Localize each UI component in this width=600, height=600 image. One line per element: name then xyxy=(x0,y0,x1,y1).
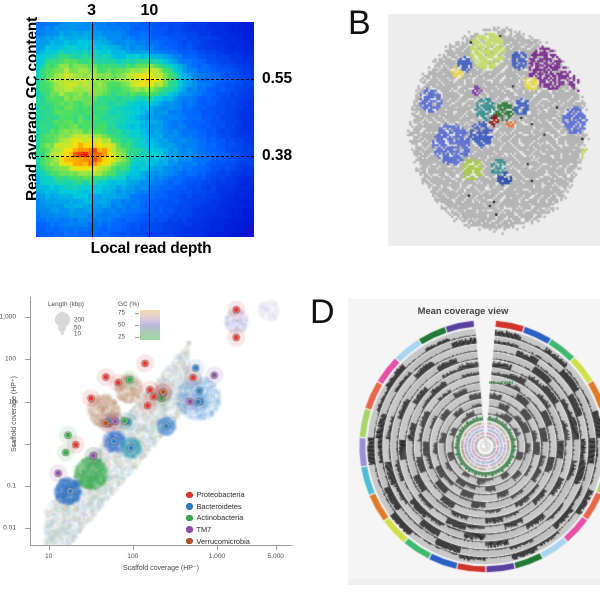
panel-d-letter: D xyxy=(310,293,335,331)
taxon-color-dot xyxy=(186,537,193,545)
panel-c-y-tick xyxy=(25,401,30,403)
panel-c-x-tick xyxy=(48,545,50,550)
panel-c-y-tick xyxy=(25,443,30,445)
taxon-color-dot xyxy=(186,526,193,533)
panel-a-x-axis-label: Local read depth xyxy=(90,240,212,257)
panel-c-y-tick-label: 1 xyxy=(12,440,16,448)
panel-c-size-legend: Length (kbp) 200 50 10 xyxy=(48,301,128,340)
panel-c-y-tick-label: 100 xyxy=(4,355,16,363)
panel-b-cluster-canvas xyxy=(388,14,600,246)
panel-a-vline-label-3: 3 xyxy=(87,2,97,19)
size-legend-bubble xyxy=(60,332,64,335)
panel-c-x-tick-label: 1,000 xyxy=(208,553,226,560)
taxon-legend-item: Bacteroidetes xyxy=(186,501,250,513)
gc-legend-tick xyxy=(135,337,139,338)
panel-c-y-tick-label: 1,000 xyxy=(0,313,16,321)
panel-a-plot-area xyxy=(36,22,254,237)
taxon-legend-item: Actinobacteria xyxy=(186,512,250,524)
panel-c-x-tick-label: 5,000 xyxy=(267,553,284,560)
taxon-legend-item: TM7 xyxy=(186,524,250,536)
gc-legend-tick xyxy=(135,325,139,326)
gc-legend-tick-label: 75 xyxy=(118,309,125,317)
taxon-name: Proteobacteria xyxy=(196,490,245,500)
taxon-legend-item: Proteobacteria xyxy=(186,489,250,501)
gc-legend-title: GC (%) xyxy=(118,301,140,308)
taxon-name: Bacteroidetes xyxy=(196,501,242,511)
panel-c-x-tick xyxy=(132,545,134,550)
panel-c-x-tick xyxy=(275,545,277,550)
panel-c-x-axis-label: Scaffold coverage (HP⁻) xyxy=(123,565,199,572)
taxon-name: TM7 xyxy=(196,525,212,535)
panel-a-gc-depth-heatmap: Read average GC content Local read depth… xyxy=(0,0,300,270)
size-legend-label: 50 xyxy=(74,324,81,332)
panel-a-hline-label-055: 0.55 xyxy=(262,69,293,87)
taxon-color-dot xyxy=(186,491,193,499)
taxon-color-dot xyxy=(186,503,193,510)
panel-d-bins-legend xyxy=(348,579,600,585)
size-legend-title: Length (kbp) xyxy=(48,301,84,308)
taxon-color-dot xyxy=(186,514,193,522)
panel-a-hline-label-038: 0.38 xyxy=(262,147,293,165)
size-legend-bubbles: 200 50 10 xyxy=(48,310,122,340)
panel-c-gc-legend: GC (%) 75 50 25 xyxy=(118,301,188,341)
panel-a-hline-055 xyxy=(36,78,254,80)
panel-b-letter: B xyxy=(348,4,371,42)
panel-c-x-tick-label: 100 xyxy=(127,553,139,560)
panel-d-anvio-circular-view: D Mean coverage view GC-content xyxy=(300,285,600,600)
panel-c-y-tick xyxy=(25,528,30,530)
panel-b-plot-area xyxy=(388,14,600,246)
size-legend-label: 10 xyxy=(74,330,81,337)
gc-legend-tick-label: 25 xyxy=(118,333,125,341)
panel-c-coverage-scatter: 1,000 100 10 1 0.1 0.01 10 100 1,000 5,000 Scaffo… xyxy=(0,285,320,600)
panel-c-y-axis-label: Scaffold coverage (HP⁺) xyxy=(11,376,18,452)
panel-d-circular-canvas xyxy=(348,299,600,585)
panel-c-y-tick-label: 10 xyxy=(8,398,16,406)
taxon-legend-item: Verrucomicrobia xyxy=(186,535,250,547)
panel-c-y-tick xyxy=(25,359,30,361)
taxon-name: Actinobacteria xyxy=(196,513,244,523)
panel-c-x-tick xyxy=(216,545,218,550)
panel-c-taxa-legend: Proteobacteria Bacteroidetes Actinobacteri… xyxy=(186,489,250,547)
gc-legend-bar: 75 50 25 xyxy=(118,309,188,341)
panel-a-vline-10 xyxy=(149,22,151,237)
size-legend-bubble xyxy=(54,312,70,327)
panel-d-plot-area: Mean coverage view GC-content xyxy=(348,299,600,585)
panel-d-gc-layer-label: GC-content xyxy=(489,380,513,385)
panel-a-vline-3 xyxy=(91,22,93,237)
gc-legend-tick xyxy=(135,313,139,314)
size-legend-bubble xyxy=(58,324,66,332)
panel-d-title: Mean coverage view xyxy=(417,305,509,316)
panel-c-x-axis-line xyxy=(30,545,292,546)
panel-c-y-axis-line xyxy=(30,297,31,545)
panel-c-y-tick xyxy=(25,485,30,487)
panel-c-y-tick-label: 0.1 xyxy=(6,482,16,490)
panel-a-vline-label-10: 10 xyxy=(140,2,159,19)
taxon-name: Verrucomicrobia xyxy=(196,536,250,546)
panel-b-binning-map: B xyxy=(300,0,600,270)
gc-legend-tick-label: 50 xyxy=(118,321,125,329)
panel-a-heatmap-canvas xyxy=(36,22,254,237)
size-legend-label: 200 xyxy=(74,316,85,323)
panel-c-y-tick xyxy=(25,317,30,319)
panel-c-y-tick-label: 0.01 xyxy=(3,524,16,532)
panel-a-hline-038 xyxy=(36,156,254,158)
gc-gradient-bar xyxy=(140,310,160,340)
panel-c-x-tick-label: 10 xyxy=(44,553,53,560)
